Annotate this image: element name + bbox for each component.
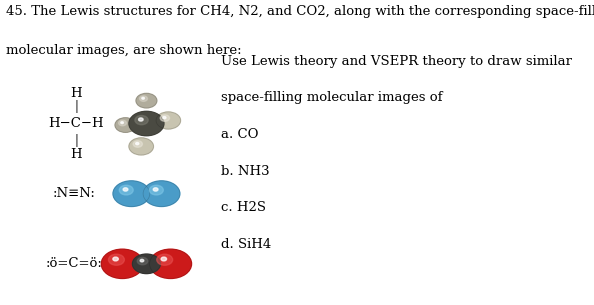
Circle shape xyxy=(109,254,124,265)
Text: :N≡N:: :N≡N: xyxy=(53,187,96,200)
Circle shape xyxy=(153,188,158,191)
Text: a. CO: a. CO xyxy=(221,128,258,141)
Text: H: H xyxy=(71,87,83,99)
Circle shape xyxy=(121,122,124,124)
Circle shape xyxy=(132,254,160,274)
Circle shape xyxy=(129,138,153,155)
Circle shape xyxy=(123,188,128,191)
Text: 45. The Lewis structures for CH4, N2, and CO2, along with the corresponding spac: 45. The Lewis structures for CH4, N2, an… xyxy=(6,5,594,18)
Circle shape xyxy=(129,111,164,136)
Circle shape xyxy=(102,249,143,278)
Circle shape xyxy=(142,97,144,99)
Text: H−C−H: H−C−H xyxy=(49,117,105,130)
Text: b. NH3: b. NH3 xyxy=(221,165,269,178)
Text: d. SiH4: d. SiH4 xyxy=(221,238,271,251)
Circle shape xyxy=(160,115,169,121)
Text: space-filling molecular images of: space-filling molecular images of xyxy=(221,92,443,105)
Text: c. H2S: c. H2S xyxy=(221,201,266,214)
Circle shape xyxy=(119,120,127,126)
Text: Use Lewis theory and VSEPR theory to draw similar: Use Lewis theory and VSEPR theory to dra… xyxy=(221,55,572,68)
Text: :ö=C=ö:: :ö=C=ö: xyxy=(46,257,103,270)
Circle shape xyxy=(161,257,166,261)
Circle shape xyxy=(119,185,133,195)
Circle shape xyxy=(135,142,139,145)
Text: molecular images, are shown here:: molecular images, are shown here: xyxy=(6,44,241,57)
Text: |: | xyxy=(75,100,78,113)
Circle shape xyxy=(136,93,157,108)
Circle shape xyxy=(150,249,191,278)
Circle shape xyxy=(133,141,143,147)
Circle shape xyxy=(135,116,148,125)
Circle shape xyxy=(140,259,144,262)
Text: H: H xyxy=(71,148,83,160)
Circle shape xyxy=(156,112,181,129)
Circle shape xyxy=(143,181,180,206)
Circle shape xyxy=(137,257,148,265)
Circle shape xyxy=(163,117,166,119)
Circle shape xyxy=(113,257,118,261)
Circle shape xyxy=(157,254,173,265)
Circle shape xyxy=(140,96,147,101)
Circle shape xyxy=(149,185,163,195)
Circle shape xyxy=(138,118,143,121)
Circle shape xyxy=(113,181,150,206)
Text: |: | xyxy=(75,134,78,147)
Circle shape xyxy=(115,118,136,132)
